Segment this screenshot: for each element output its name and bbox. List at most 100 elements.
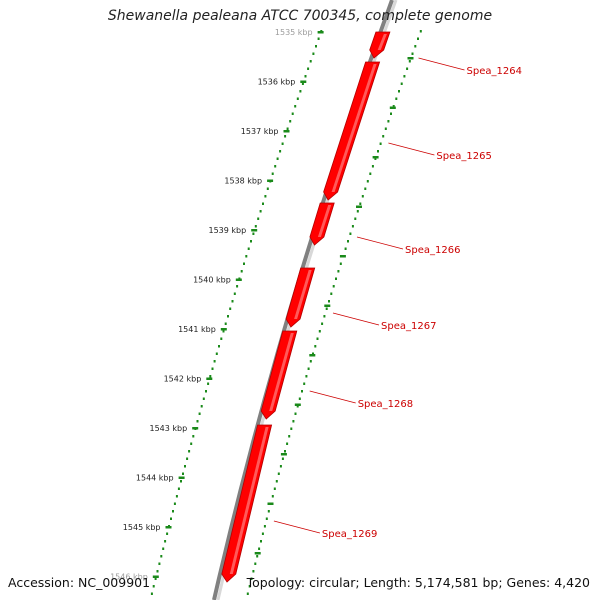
- scale-dot: [175, 495, 178, 498]
- scale-dot: [315, 45, 317, 48]
- scale-dot: [277, 472, 280, 475]
- tick-mark: [192, 427, 199, 430]
- outer-tick-mark: [267, 502, 274, 505]
- scale-dot: [354, 217, 357, 220]
- scale-dot: [205, 390, 207, 393]
- gene-leader-line: [273, 520, 321, 534]
- scale-dot: [192, 435, 195, 438]
- scale-dot: [406, 67, 409, 70]
- scale-dot: [382, 135, 385, 138]
- scale-dot: [227, 315, 229, 318]
- scale-dot: [233, 292, 236, 295]
- scale-dot: [371, 165, 374, 168]
- gene-label: Spea_1267: [381, 321, 436, 332]
- scale-dot: [309, 360, 312, 363]
- scale-dot: [198, 412, 201, 415]
- scale-dot: [347, 240, 349, 243]
- scale-dot: [332, 285, 335, 288]
- scale-dot: [312, 352, 314, 355]
- scale-dot: [279, 465, 282, 468]
- scale-dot: [377, 150, 379, 153]
- gene-arrow: [285, 267, 316, 328]
- scale-dot: [344, 247, 347, 250]
- scale-dot: [243, 262, 245, 265]
- scale-dot: [379, 142, 382, 145]
- scale-dot: [231, 300, 234, 303]
- outer-tick-mark: [309, 354, 316, 357]
- scale-dot: [245, 255, 248, 258]
- scale-dot: [273, 487, 276, 490]
- gene-arrow: [221, 424, 273, 583]
- scale-dot: [186, 457, 189, 460]
- accession-text: Accession: NC_009901: [8, 575, 151, 590]
- scale-dot: [262, 202, 264, 205]
- scale-dot: [392, 105, 395, 108]
- scale-dot: [325, 307, 328, 310]
- scale-dot: [291, 112, 294, 115]
- scale-dot: [263, 525, 266, 528]
- scale-dot: [284, 450, 286, 453]
- scale-dot: [256, 555, 259, 558]
- gene-arrow: [260, 330, 298, 420]
- tick-mark: [152, 575, 159, 578]
- scale-dot: [298, 397, 301, 400]
- scale-dot: [266, 187, 269, 190]
- scale-dot: [209, 375, 212, 378]
- scale-dot: [162, 547, 165, 550]
- scale-dot: [400, 82, 403, 85]
- outer-tick-mark: [294, 403, 301, 406]
- outer-tick-mark: [407, 57, 414, 60]
- scale-dot: [328, 300, 330, 303]
- scale-dot: [164, 540, 167, 543]
- scale-dot: [252, 232, 255, 235]
- scale-dot: [307, 67, 310, 70]
- scale-dot: [296, 405, 299, 408]
- scale-dot: [408, 60, 411, 63]
- scale-dot: [236, 285, 239, 288]
- scale-dot: [337, 270, 340, 273]
- scale-dot: [301, 390, 303, 393]
- scale-dot: [321, 322, 324, 325]
- gene-leader-line: [309, 390, 356, 404]
- tick-label: 1546 kbp: [110, 573, 148, 582]
- outer-tick-mark: [356, 205, 362, 208]
- scale-dot: [166, 532, 169, 535]
- scale-dot: [286, 442, 289, 445]
- scale-dot: [288, 435, 291, 438]
- tick-mark: [206, 377, 213, 380]
- tick-label: 1542 kbp: [164, 375, 202, 384]
- gene-arrow-shading: [294, 270, 312, 319]
- outer-tick-mark: [280, 453, 287, 456]
- scale-dot: [411, 52, 414, 55]
- scale-dot: [276, 157, 279, 160]
- scale-dot: [335, 277, 337, 280]
- scale-dot: [387, 120, 390, 123]
- scale-dot: [318, 330, 321, 333]
- scale-dot: [301, 82, 304, 85]
- scale-dot: [281, 457, 284, 460]
- tick-mark: [165, 526, 172, 529]
- scale-dot: [414, 45, 417, 48]
- scale-dot: [316, 337, 319, 340]
- scale-dot: [156, 570, 159, 573]
- scale-dot: [182, 472, 184, 475]
- gene-arrow-shading: [269, 333, 294, 411]
- scale-dot: [160, 555, 163, 558]
- scale-dot: [200, 405, 203, 408]
- outer-tick-mark: [372, 156, 379, 159]
- scale-dot: [259, 210, 262, 213]
- scale-dot: [303, 382, 306, 385]
- scale-dot: [202, 397, 205, 400]
- tick-label: 1535 kbp: [275, 28, 313, 37]
- tick-mark: [178, 476, 185, 479]
- tick-mark: [283, 130, 290, 133]
- map-title: Shewanella pealeana ATCC 700345, complet…: [107, 8, 493, 24]
- scale-dot: [271, 172, 274, 175]
- outer-tick-mark: [339, 255, 346, 258]
- scale-dot: [284, 135, 287, 138]
- scale-dot: [170, 517, 172, 520]
- scale-dot: [229, 307, 232, 310]
- scale-dot: [150, 592, 153, 595]
- scale-dot: [275, 480, 278, 483]
